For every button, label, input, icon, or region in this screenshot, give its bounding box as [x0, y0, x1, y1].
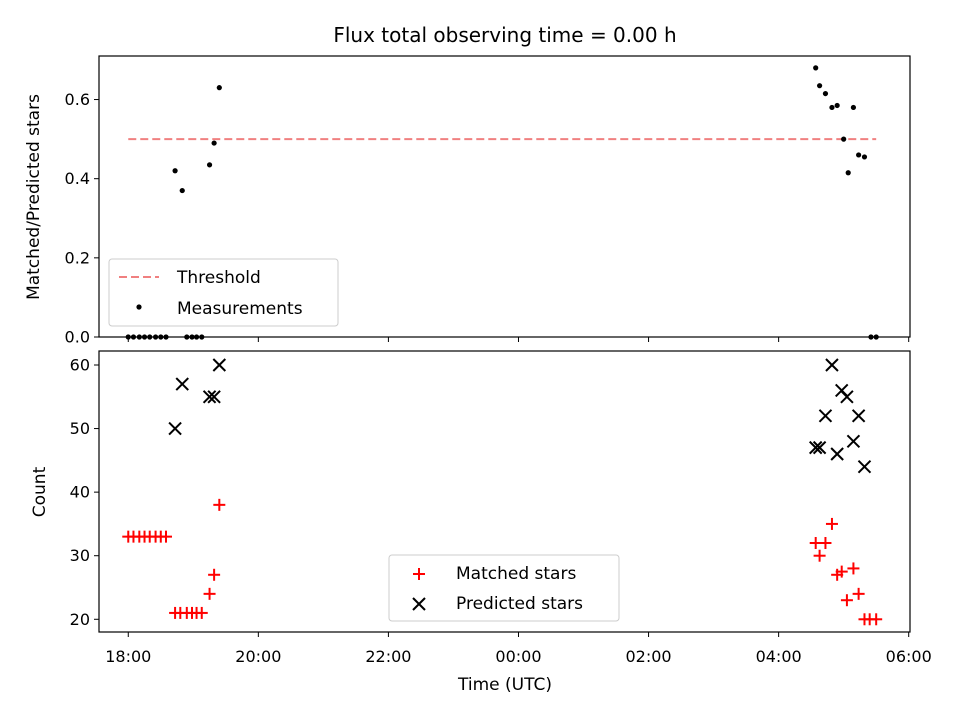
predicted-star-point	[818, 409, 833, 423]
predicted-star-point	[175, 377, 189, 391]
matched-star-point	[195, 606, 208, 619]
measurements-legend-swatch	[136, 304, 142, 310]
measurement-point	[841, 136, 847, 142]
measurement-point	[179, 187, 185, 194]
x-axis-label: Time (UTC)	[457, 675, 552, 695]
top-y-tick-label: 0.0	[65, 328, 90, 347]
x-tick-label: 02:00	[626, 647, 672, 666]
bottom-y-tick-label: 30	[70, 546, 90, 565]
matched-star-point	[213, 498, 226, 511]
predicted-star-point	[202, 390, 217, 404]
matched-star-point	[819, 536, 832, 549]
x-tick-label: 20:00	[235, 647, 281, 666]
predicted-star-point	[830, 447, 844, 461]
measurement-point	[845, 170, 851, 176]
predicted-star-point	[207, 390, 221, 404]
matched-stars-legend-label: Matched stars	[456, 564, 576, 584]
top-x-ticks	[127, 337, 910, 342]
x-tick-label: 22:00	[365, 647, 411, 666]
matched-star-point	[159, 530, 172, 543]
matched-star-point	[847, 562, 860, 575]
matched-star-point	[203, 587, 216, 600]
top-y-tick-label: 0.4	[65, 169, 90, 188]
x-tick-label: 00:00	[495, 647, 541, 666]
bottom-y-ticks: 20 30 40 50 60	[70, 355, 99, 629]
top-panel-frame	[98, 55, 911, 338]
predicted-star-point	[808, 440, 823, 455]
predicted-star-point	[825, 358, 839, 372]
bottom-panel-frame	[98, 350, 911, 633]
predicted-star-point	[857, 459, 872, 474]
bottom-legend-box	[388, 554, 620, 622]
matched-star-point	[870, 613, 883, 626]
matched-star-point	[208, 568, 221, 581]
measurement-point	[850, 104, 857, 111]
predicted-star-point	[846, 434, 861, 448]
top-y-axis-label: Matched/Predicted stars	[24, 94, 44, 300]
matched-star-point	[840, 594, 853, 607]
predicted-star-point	[812, 440, 827, 455]
bottom-legend: Matched stars Predicted stars	[388, 554, 620, 622]
top-legend: Threshold Measurements	[108, 258, 339, 327]
x-tick-label: 04:00	[756, 647, 802, 666]
bottom-y-tick-label: 20	[70, 610, 90, 629]
measurement-point	[861, 154, 868, 160]
measurement-point	[216, 85, 222, 91]
bottom-panel: 20 30 40 50 60 18:00 20:00 22:00 00:00 02:00 04:0…	[30, 350, 932, 666]
bottom-y-tick-label: 50	[70, 419, 90, 438]
bottom-y-axis-label: Count	[30, 466, 50, 517]
predicted-star-point	[168, 421, 182, 436]
measurements-legend-label: Measurements	[177, 299, 303, 319]
measurement-point	[829, 104, 835, 111]
predicted-star-point	[840, 390, 854, 404]
top-y-tick-label: 0.2	[65, 248, 90, 267]
bottom-y-tick-label: 60	[70, 355, 90, 374]
measurement-point	[211, 140, 217, 146]
bottom-data-layer	[122, 358, 883, 626]
bottom-x-ticks: 18:00 20:00 22:00 00:00 02:00 04:00 06:00	[105, 632, 932, 666]
measurement-point	[813, 65, 819, 71]
chart-title: Flux total observing time = 0.00 h	[333, 23, 676, 47]
predicted-stars-legend-swatch	[412, 597, 426, 611]
x-tick-label: 18:00	[105, 647, 151, 666]
predicted-star-point	[212, 358, 227, 372]
measurement-point	[206, 162, 213, 168]
matched-star-point	[813, 549, 826, 562]
matched-star-point	[825, 517, 838, 530]
predicted-stars-legend-label: Predicted stars	[456, 594, 583, 614]
top-panel: 0.0 0.2 0.4 0.6 Matched/Predicted stars Thr…	[24, 55, 911, 347]
measurement-point	[822, 90, 829, 97]
predicted-star-point	[851, 409, 866, 423]
top-y-ticks: 0.0 0.2 0.4 0.6	[65, 90, 99, 347]
measurement-point	[856, 152, 862, 158]
bottom-y-tick-label: 40	[70, 483, 90, 502]
top-y-tick-label: 0.6	[65, 90, 90, 109]
threshold-legend-label: Threshold	[176, 268, 261, 288]
measurement-point	[834, 102, 840, 109]
measurement-point	[172, 168, 178, 174]
matched-stars-legend-swatch	[413, 568, 425, 580]
matched-star-point	[835, 565, 848, 578]
measurement-point	[816, 83, 823, 89]
matched-star-point	[852, 587, 865, 600]
top-legend-box	[108, 258, 339, 327]
x-tick-label: 06:00	[886, 647, 932, 666]
